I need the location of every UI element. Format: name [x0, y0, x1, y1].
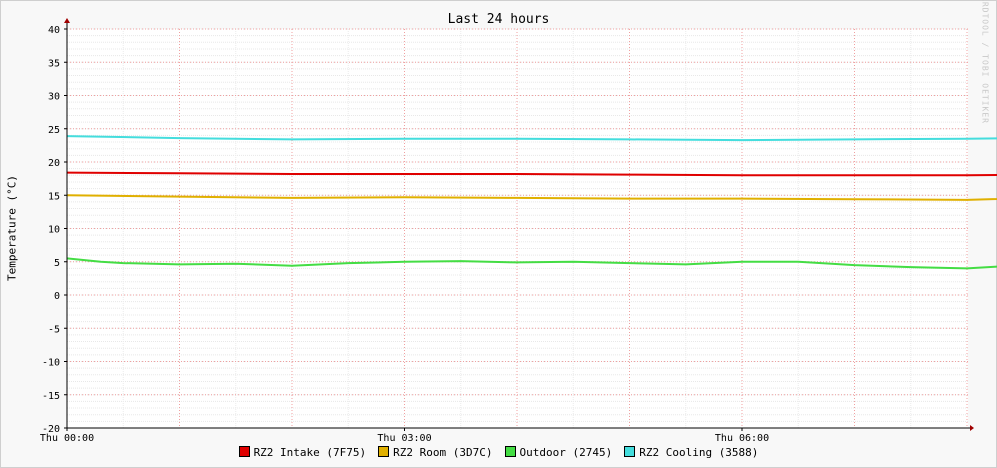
series-line — [66, 257, 997, 270]
chart-title: Last 24 hours — [447, 12, 550, 27]
legend-swatch — [504, 446, 516, 457]
y-tick-label: 10 — [48, 225, 60, 236]
legend-label: RZ2 Cooling (3588) — [639, 446, 759, 459]
series-line — [66, 135, 997, 142]
legend-label: RZ2 Room (3D7C) — [393, 446, 493, 459]
y-tick-label: -20 — [42, 424, 60, 435]
axes — [64, 18, 974, 431]
y-tick-label: 20 — [48, 158, 60, 169]
series-line — [66, 194, 997, 201]
y-tick-label: 25 — [48, 125, 60, 136]
y-tick-label: -15 — [42, 391, 60, 402]
legend-item: RZ2 Cooling (3588) — [624, 446, 758, 459]
y-tick-label: 35 — [48, 58, 60, 69]
y-tick-label: 40 — [48, 25, 60, 36]
legend-item: RZ2 Intake (7F75) — [238, 446, 367, 459]
y-tick-label: -5 — [48, 324, 60, 335]
x-tick-label: Thu 03:00 — [377, 433, 431, 444]
y-tick-label: 30 — [48, 92, 60, 103]
y-tick-label: 5 — [54, 258, 60, 269]
y-tick-label: 15 — [48, 191, 60, 202]
legend-swatch — [238, 446, 250, 457]
x-axis-arrow-icon — [970, 425, 974, 431]
legend-label: Outdoor (2745) — [519, 446, 613, 459]
legend-swatch — [624, 446, 636, 457]
legend: RZ2 Intake (7F75) RZ2 Room (3D7C) Outdoor … — [0, 446, 997, 459]
x-tick-label: Thu 06:00 — [715, 433, 769, 444]
y-tick-label: 0 — [54, 291, 60, 302]
legend-item: Outdoor (2745) — [504, 446, 613, 459]
x-tick-label: Thu 00:00 — [40, 433, 94, 444]
legend-swatch — [378, 446, 390, 457]
series-layer — [66, 135, 997, 270]
legend-label: RZ2 Intake (7F75) — [253, 446, 367, 459]
legend-item: RZ2 Room (3D7C) — [378, 446, 493, 459]
series-line — [66, 171, 997, 177]
minor-grid — [67, 28, 968, 429]
y-axis-arrow-icon — [64, 18, 70, 23]
y-tick-label: -10 — [42, 358, 60, 369]
